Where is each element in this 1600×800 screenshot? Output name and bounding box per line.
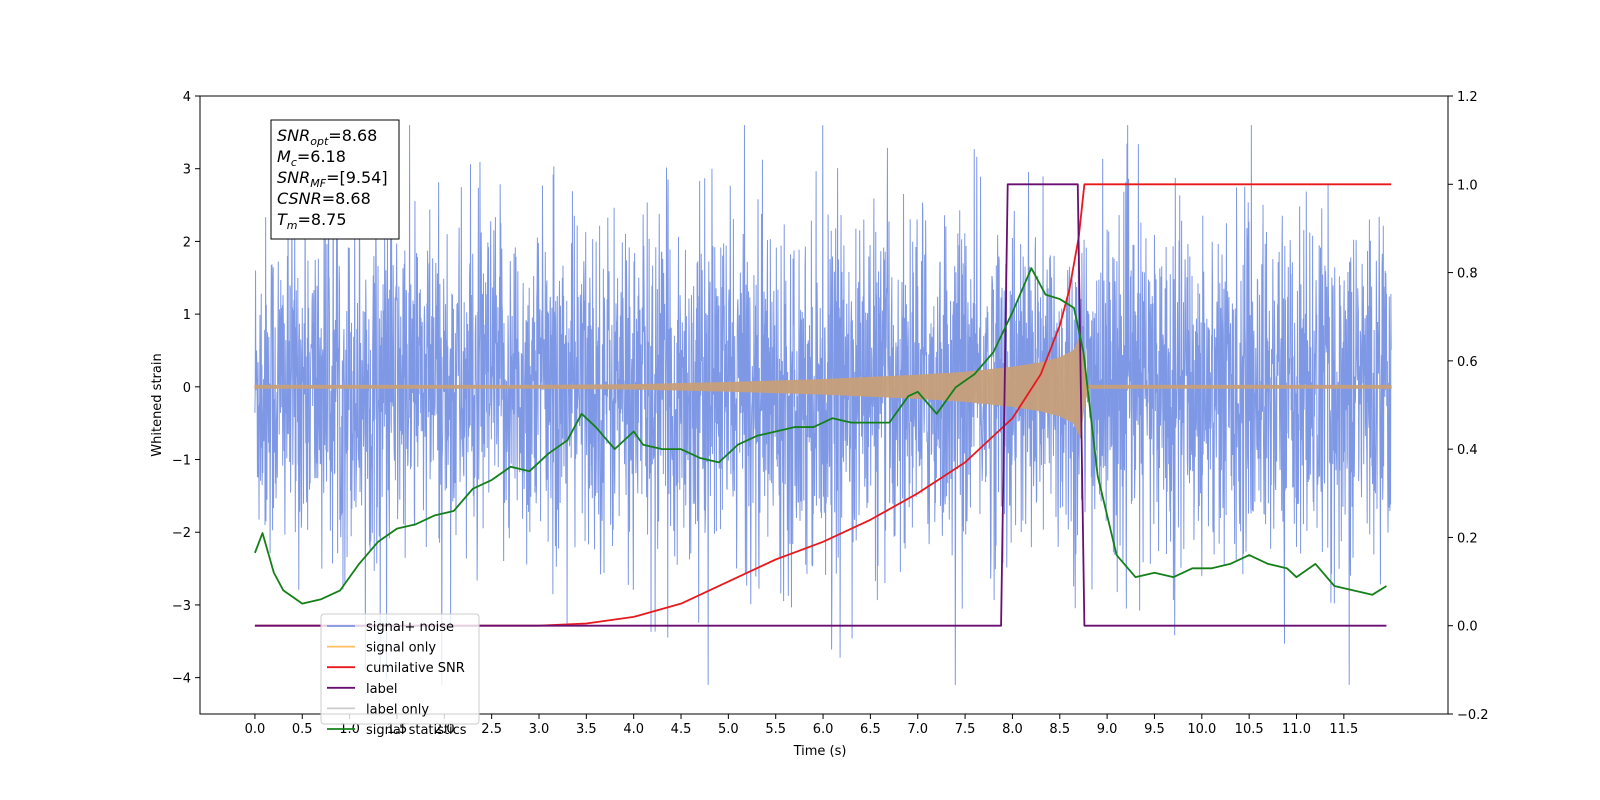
x-tick-label: 7.0	[907, 722, 928, 737]
annotation-line: SNRMF=[9.54]	[277, 168, 388, 190]
x-tick-label: 0.5	[292, 722, 313, 737]
y-tick-label: −1	[172, 454, 191, 469]
x-tick-label: 2.5	[481, 722, 502, 737]
series-label	[254, 183, 1387, 627]
x-tick-label: 1.5	[387, 722, 408, 737]
y2-tick-label: 0.6	[1457, 355, 1478, 370]
legend-entry-label: label	[366, 682, 397, 697]
y-tick-label: 1	[183, 308, 191, 323]
y2-tick-label: 1.2	[1457, 90, 1478, 105]
legend-frame	[320, 613, 480, 725]
x-tick-label: 3.0	[529, 722, 550, 737]
x-tick-label: 0.0	[245, 722, 266, 737]
x-tick-label: 5.0	[718, 722, 739, 737]
y-tick-label: −3	[172, 599, 191, 614]
x-tick-label: 6.0	[813, 722, 834, 737]
legend-entry-label: signal statistics	[366, 723, 467, 738]
x-tick-label: 6.5	[860, 722, 881, 737]
legend-entry-label: cumilative SNR	[366, 661, 465, 676]
x-axis: 0.0 0.5 1.0 1.5 2.0 2.5 3.0 3.5 4.0 4.5 5.0 5.5 6.0 6…	[245, 714, 1358, 737]
x-tick-label: 11.5	[1329, 722, 1358, 737]
plot-area	[254, 125, 1392, 685]
x-tick-label: 4.0	[623, 722, 644, 737]
x-tick-label: 9.5	[1144, 722, 1165, 737]
x-axis-label: Time (s)	[793, 744, 847, 759]
x-tick-label: 2.0	[434, 722, 455, 737]
annotation-line: Mc=6.18	[277, 147, 346, 169]
x-tick-label: 5.5	[765, 722, 786, 737]
y-tick-label: 3	[183, 163, 191, 178]
y-axis-left: 4 3 2 1 0 −1 −2 −3 −4	[172, 90, 200, 687]
x-tick-label: 11.0	[1282, 722, 1311, 737]
series-signal-statistics	[254, 267, 1387, 605]
y2-tick-label: 0.2	[1457, 531, 1478, 546]
series-signal-noise	[254, 125, 1392, 685]
x-tick-label: 10.5	[1235, 722, 1264, 737]
annotation-line: Tm=8.75	[277, 210, 347, 232]
y-tick-label: 0	[183, 381, 191, 396]
legend: signal+ noise signal only cumilative SNR la…	[320, 613, 480, 738]
y2-tick-label: 0.4	[1457, 443, 1478, 458]
y2-tick-label: 0.0	[1457, 620, 1478, 635]
y-tick-label: 2	[183, 235, 191, 250]
x-tick-label: 3.5	[576, 722, 597, 737]
legend-entry-label: signal only	[366, 641, 436, 656]
y-tick-label: −2	[172, 526, 191, 541]
annotation-line: CSNR=8.68	[277, 189, 371, 208]
x-tick-label: 10.0	[1187, 722, 1216, 737]
series-signal-only	[254, 334, 1392, 440]
y2-tick-label: 0.8	[1457, 267, 1478, 282]
x-tick-label: 4.5	[671, 722, 692, 737]
series-layer	[254, 125, 1392, 685]
x-tick-label: 7.5	[955, 722, 976, 737]
plot-frame	[199, 95, 1449, 715]
y2-tick-label: −0.2	[1457, 708, 1489, 723]
x-tick-label: 8.0	[1002, 722, 1023, 737]
x-tick-label: 9.0	[1097, 722, 1118, 737]
y2-tick-label: 1.0	[1457, 178, 1478, 193]
legend-entry-label: signal+ noise	[366, 620, 454, 635]
y-tick-label: 4	[183, 90, 191, 105]
y-axis-right: 1.2 1.0 0.8 0.6 0.4 0.2 0.0 −0.2	[1448, 90, 1489, 723]
legend-entry-label: label only	[366, 702, 429, 717]
y-axis-label: Whitened strain	[150, 353, 165, 456]
annotation-line: SNRopt=8.68	[277, 126, 377, 148]
x-tick-label: 8.5	[1049, 722, 1070, 737]
annotation-frame	[270, 119, 400, 240]
y-tick-label: −4	[172, 672, 191, 687]
